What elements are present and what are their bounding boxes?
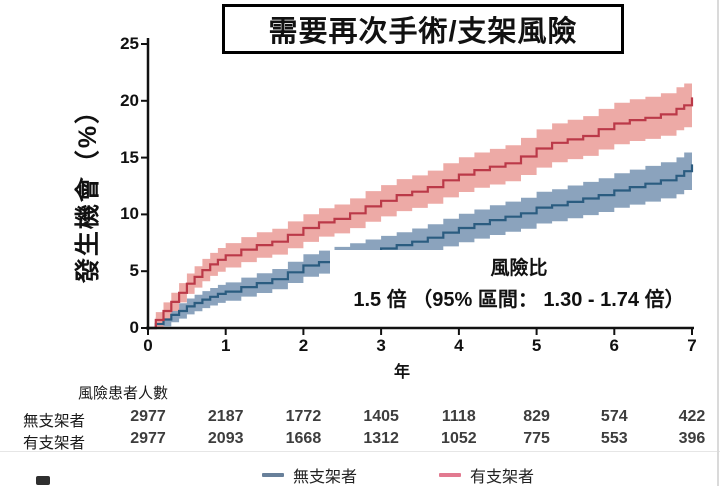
x-tick-label: 2 — [298, 336, 309, 355]
legend-item-no-stent: 無支架者 — [262, 463, 357, 486]
stent-confidence-band — [148, 75, 692, 328]
risk-table-header: 風險患者人數 — [78, 385, 169, 402]
divider-line — [0, 451, 720, 452]
chart-title: 需要再次手術/支架風險 — [268, 16, 578, 48]
risk-count: 2977 — [130, 408, 166, 425]
risk-row-label-no-stent: 無支架者 — [23, 413, 86, 430]
stent-line-icon — [439, 473, 461, 477]
legend-item-stent: 有支架者 — [439, 463, 534, 486]
y-tick-label: 5 — [129, 261, 139, 281]
risk-count: 829 — [523, 408, 550, 425]
risk-count: 422 — [678, 408, 706, 425]
risk-count: 1118 — [441, 408, 476, 425]
no-stent-line-icon — [262, 473, 284, 477]
y-tick-label: 10 — [120, 204, 139, 224]
y-tick-label: 15 — [120, 147, 139, 167]
hazard-ratio-title: 風險比 — [490, 258, 548, 279]
x-tick-label: 1 — [220, 336, 231, 355]
screenshot-edge-line — [717, 0, 719, 486]
legend-label-no-stent: 無支架者 — [293, 469, 358, 486]
risk-count: 1312 — [363, 430, 399, 447]
x-tick-label: 5 — [531, 336, 542, 355]
y-tick-label: 25 — [120, 34, 139, 53]
stent-curve — [148, 97, 694, 330]
risk-count: 1668 — [285, 430, 322, 447]
hazard-ratio-annotation: 風險比 1.5 倍 （95% 區間： 1.30 - 1.74 倍） — [330, 250, 708, 315]
risk-count: 2977 — [130, 430, 166, 447]
risk-count: 1772 — [285, 408, 322, 425]
risk-count: 574 — [600, 408, 628, 425]
x-tick-label: 4 — [454, 336, 464, 355]
y-tick-label: 20 — [120, 90, 139, 110]
risk-count: 396 — [678, 430, 706, 447]
risk-count: 553 — [600, 430, 628, 447]
x-tick-label: 7 — [687, 336, 697, 355]
cropped-text-artifact — [36, 476, 50, 485]
risk-row-label-stent: 有支架者 — [23, 435, 86, 452]
x-tick-label: 3 — [376, 336, 386, 355]
x-tick-label: 6 — [609, 336, 620, 355]
y-axis-title: 發生機會（%） — [74, 96, 102, 284]
y-tick-label: 0 — [129, 318, 139, 337]
risk-count: 1052 — [441, 430, 477, 447]
hazard-ratio-value: 1.5 倍 （95% 區間： 1.30 - 1.74 倍） — [353, 289, 685, 311]
x-axis-title: 年 — [393, 364, 411, 381]
chart-title-box: 需要再次手術/支架風險 — [222, 4, 624, 54]
risk-count: 1405 — [363, 408, 399, 425]
no-stent-curve — [148, 164, 694, 330]
risk-count: 775 — [523, 430, 550, 447]
x-tick-label: 0 — [143, 336, 153, 355]
risk-count: 2093 — [207, 430, 244, 447]
legend-label-stent: 有支架者 — [470, 469, 535, 486]
no-stent-confidence-band — [148, 145, 692, 328]
risk-count: 2187 — [207, 408, 244, 425]
